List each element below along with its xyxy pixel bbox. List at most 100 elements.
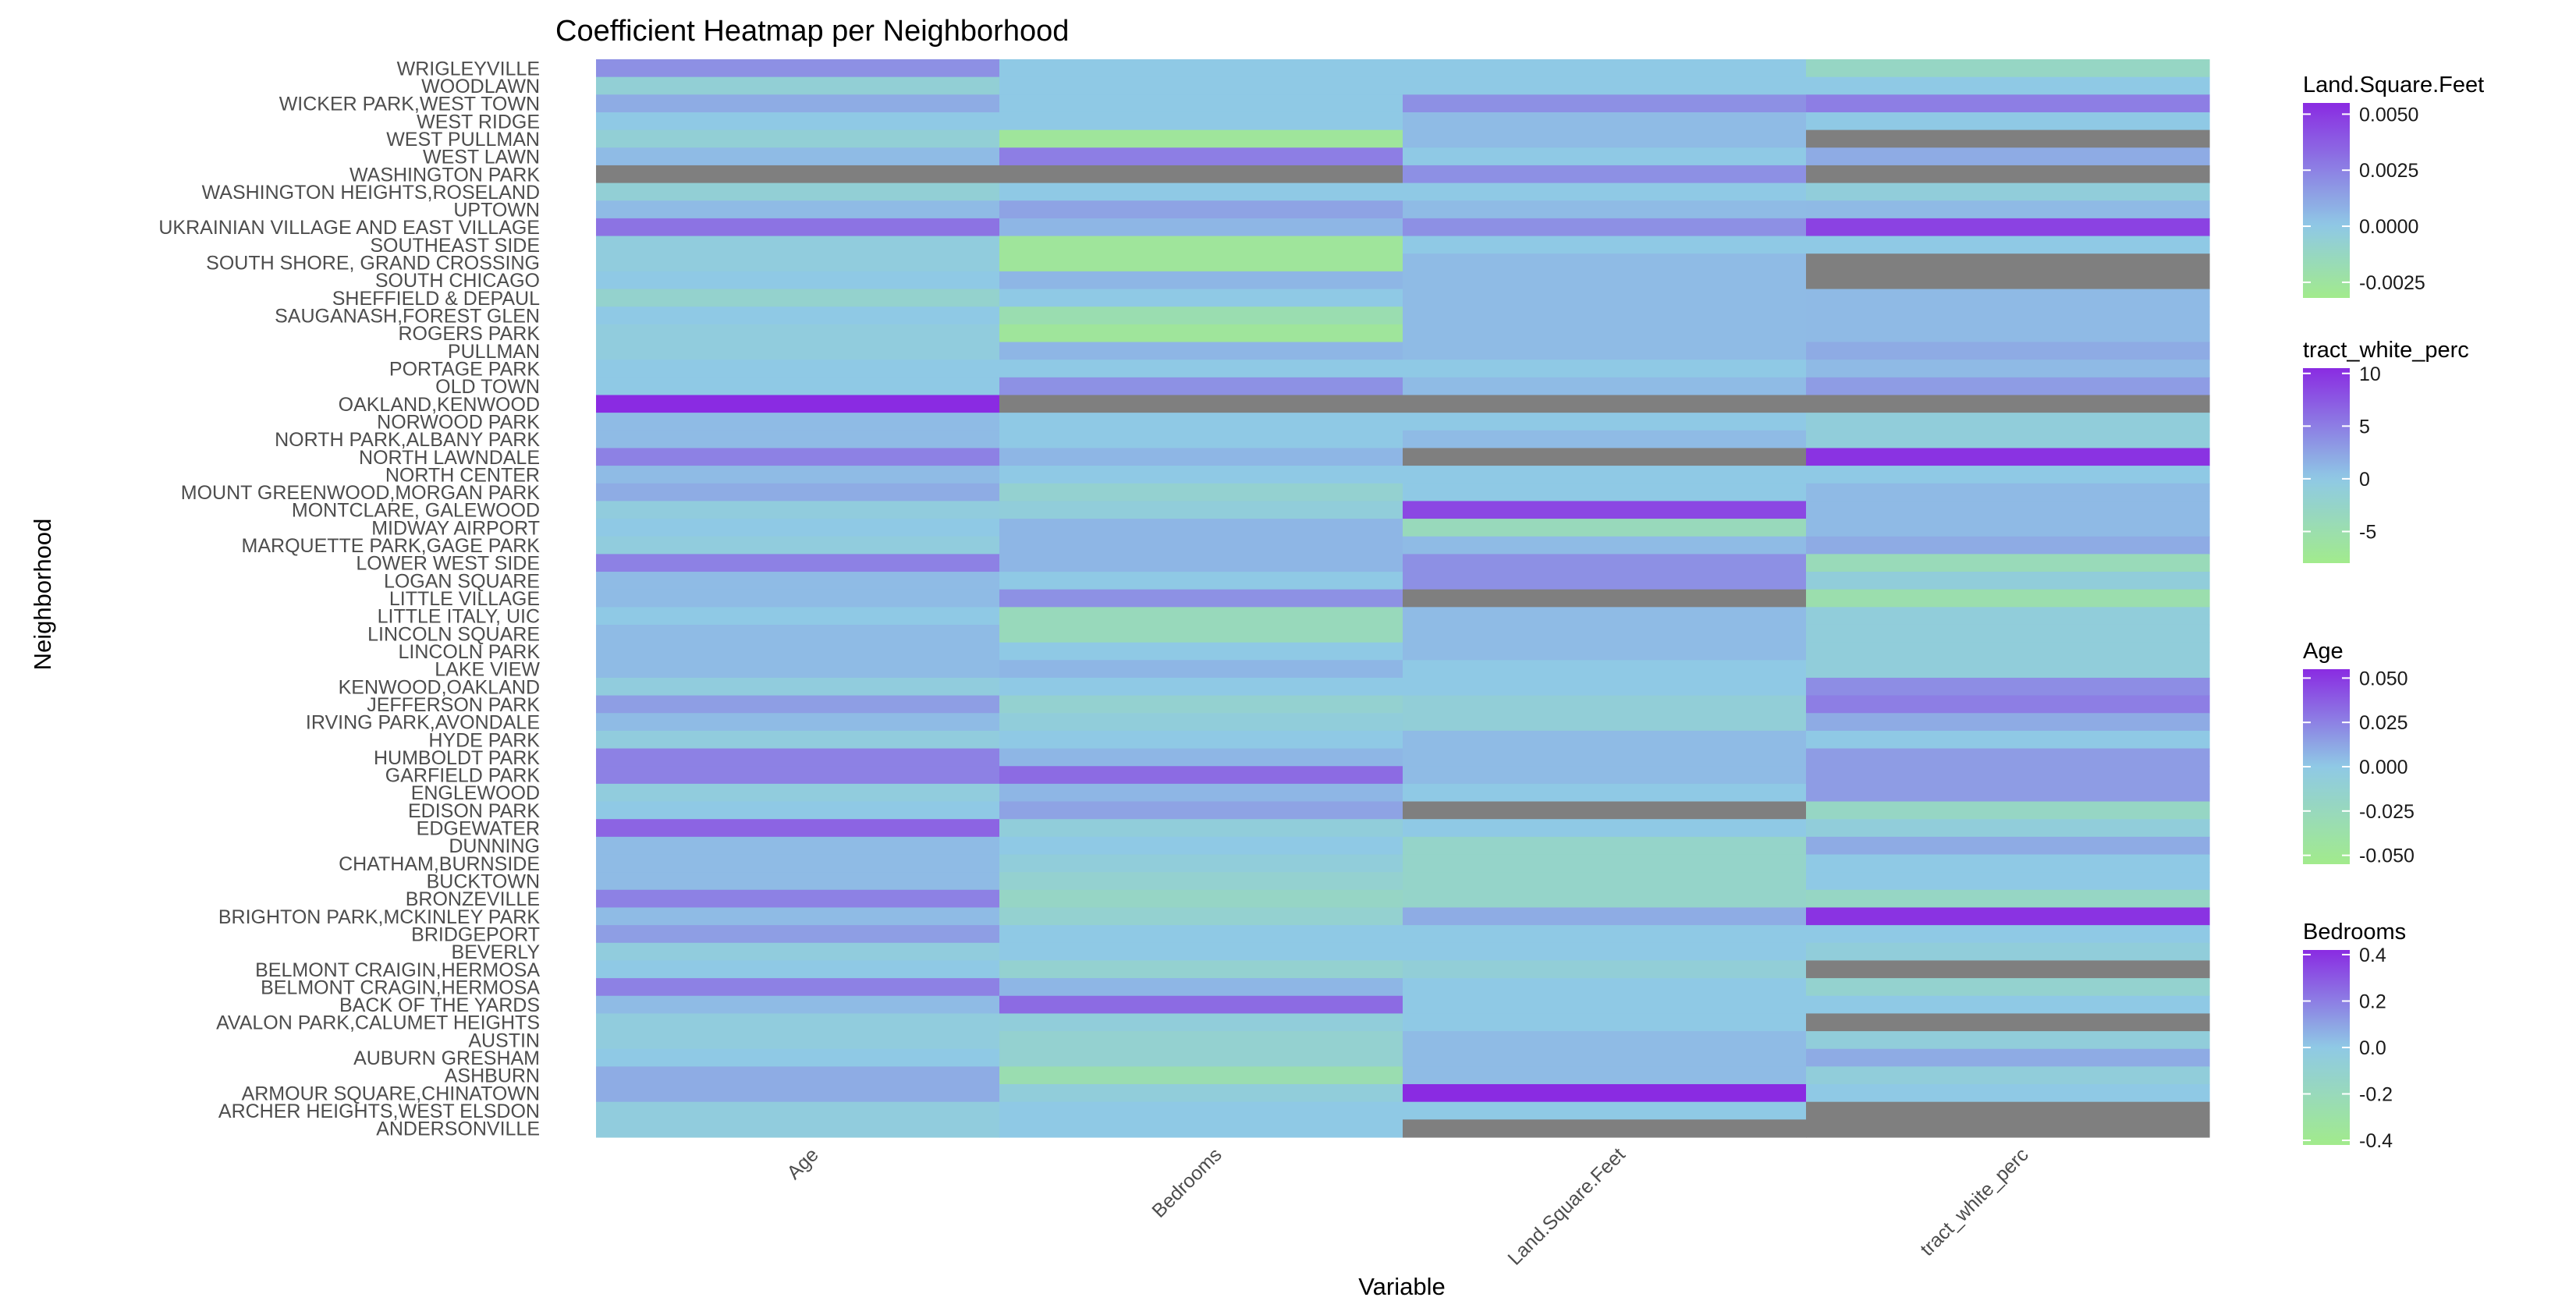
heatmap-cell bbox=[999, 183, 1403, 201]
heatmap-cell bbox=[596, 236, 1000, 254]
heatmap-cell bbox=[1403, 572, 1807, 590]
heatmap-cell bbox=[596, 536, 1000, 555]
y-tick-label: MOUNT GREENWOOD,MORGAN PARK bbox=[181, 482, 541, 504]
heatmap-cell bbox=[596, 200, 1000, 219]
heatmap-cell bbox=[596, 1013, 1000, 1032]
y-tick-label: WASHINGTON PARK bbox=[349, 164, 540, 186]
heatmap-cell bbox=[999, 1031, 1403, 1050]
heatmap-cell bbox=[596, 925, 1000, 944]
heatmap-cell bbox=[1403, 129, 1807, 148]
legend-tick-label: 0.0000 bbox=[2359, 216, 2418, 238]
y-tick-label: SOUTH SHORE, GRAND CROSSING bbox=[206, 253, 540, 275]
heatmap-cell bbox=[1403, 501, 1807, 519]
heatmap-cell bbox=[596, 730, 1000, 750]
y-tick-label: HUMBOLDT PARK bbox=[374, 747, 540, 769]
heatmap-cell bbox=[1806, 466, 2210, 484]
heatmap-cell bbox=[596, 94, 1000, 113]
heatmap-cell bbox=[596, 907, 1000, 926]
heatmap-cell bbox=[999, 289, 1403, 307]
legend-tick-label: 0.2 bbox=[2359, 991, 2386, 1013]
heatmap-cell bbox=[1403, 536, 1807, 555]
heatmap-cell bbox=[1806, 607, 2210, 626]
heatmap-cell bbox=[999, 94, 1403, 113]
heatmap-cell bbox=[1403, 642, 1807, 661]
heatmap-cell bbox=[596, 448, 1000, 466]
heatmap-cell bbox=[1806, 430, 2210, 449]
x-axis-title: Variable bbox=[1358, 1273, 1445, 1300]
y-tick-label: ARCHER HEIGHTS,WEST ELSDON bbox=[218, 1101, 540, 1122]
heatmap-cell bbox=[1806, 695, 2210, 714]
heatmap-cell bbox=[999, 872, 1403, 891]
heatmap-cell bbox=[999, 218, 1403, 237]
heatmap-cell bbox=[1806, 783, 2210, 803]
heatmap-cell bbox=[1806, 978, 2210, 997]
heatmap-cell bbox=[999, 501, 1403, 519]
heatmap-cell bbox=[999, 907, 1403, 926]
y-tick-label: LOWER WEST SIDE bbox=[356, 553, 540, 575]
heatmap-cell bbox=[596, 519, 1000, 537]
heatmap-cell bbox=[999, 748, 1403, 767]
heatmap-cell bbox=[999, 572, 1403, 590]
y-tick-label: BRIGHTON PARK,MCKINLEY PARK bbox=[218, 906, 540, 928]
heatmap-cell bbox=[1806, 129, 2210, 148]
x-tick-label: tract_white_perc bbox=[1916, 1143, 2033, 1260]
heatmap-cell bbox=[999, 324, 1403, 343]
legend-colorbar bbox=[2303, 103, 2350, 298]
legend-tick-label: 0 bbox=[2359, 469, 2370, 491]
heatmap-cell bbox=[1403, 960, 1807, 979]
legend-title: tract_white_perc bbox=[2303, 338, 2469, 363]
heatmap-cell bbox=[1806, 713, 2210, 732]
heatmap-cell bbox=[1403, 430, 1807, 449]
heatmap-cell bbox=[596, 324, 1000, 343]
y-tick-label: ENGLEWOOD bbox=[411, 782, 540, 804]
heatmap-cell bbox=[1806, 112, 2210, 131]
heatmap-cell bbox=[1403, 1048, 1807, 1067]
heatmap-cell bbox=[1403, 607, 1807, 626]
legend-tick-label: -0.4 bbox=[2359, 1130, 2393, 1152]
chart-title: Coefficient Heatmap per Neighborhood bbox=[555, 15, 1069, 48]
heatmap-cell bbox=[596, 271, 1000, 290]
heatmap-cell bbox=[999, 819, 1403, 838]
y-tick-label: WEST LAWN bbox=[423, 147, 540, 168]
y-tick-label: WOODLAWN bbox=[421, 76, 540, 97]
heatmap-cell bbox=[1806, 1048, 2210, 1067]
heatmap-cell bbox=[1806, 289, 2210, 307]
heatmap-cell bbox=[999, 519, 1403, 537]
heatmap-cell bbox=[1403, 360, 1807, 378]
heatmap-cell bbox=[596, 165, 1000, 184]
y-tick-label: LITTLE VILLAGE bbox=[389, 588, 540, 610]
heatmap-cell bbox=[1403, 889, 1807, 909]
heatmap-cell bbox=[1403, 183, 1807, 201]
y-tick-label: ASHBURN bbox=[445, 1065, 540, 1087]
heatmap-cell bbox=[999, 76, 1403, 95]
heatmap-cell bbox=[596, 1066, 1000, 1085]
heatmap-cell bbox=[1403, 1066, 1807, 1085]
legends: Land.Square.Feet0.00500.00250.0000-0.002… bbox=[2303, 73, 2484, 1152]
legend-tick-label: 0.0050 bbox=[2359, 104, 2418, 126]
heatmap-cell bbox=[1806, 589, 2210, 608]
heatmap-cell bbox=[1403, 448, 1807, 466]
y-tick-label: DUNNING bbox=[449, 835, 540, 857]
legend-tick-label: 0.4 bbox=[2359, 945, 2386, 966]
heatmap-cell bbox=[999, 1048, 1403, 1067]
heatmap-cell bbox=[1403, 1084, 1807, 1103]
heatmap-cell bbox=[1403, 218, 1807, 237]
y-tick-label: BEVERLY bbox=[452, 941, 541, 963]
heatmap-cell bbox=[596, 76, 1000, 95]
x-tick-labels: Age Bedrooms Land.Square.Feet tract_white_p… bbox=[782, 1143, 2032, 1269]
y-tick-label: SHEFFIELD & DEPAUL bbox=[332, 288, 540, 310]
heatmap-cell bbox=[596, 995, 1000, 1015]
heatmap-cell bbox=[596, 660, 1000, 679]
y-axis-title: Neighborhood bbox=[29, 519, 56, 671]
y-tick-label: MONTCLARE, GALEWOOD bbox=[292, 500, 540, 522]
legend-tick-label: -5 bbox=[2359, 522, 2376, 544]
legend-colorbar bbox=[2303, 368, 2350, 563]
heatmap-cell bbox=[999, 483, 1403, 502]
heatmap-cell bbox=[999, 1066, 1403, 1085]
heatmap-cell bbox=[596, 483, 1000, 502]
heatmap-cell bbox=[596, 218, 1000, 237]
heatmap-cell bbox=[1403, 413, 1807, 431]
heatmap-cell bbox=[1806, 448, 2210, 466]
heatmap-cell bbox=[596, 677, 1000, 696]
